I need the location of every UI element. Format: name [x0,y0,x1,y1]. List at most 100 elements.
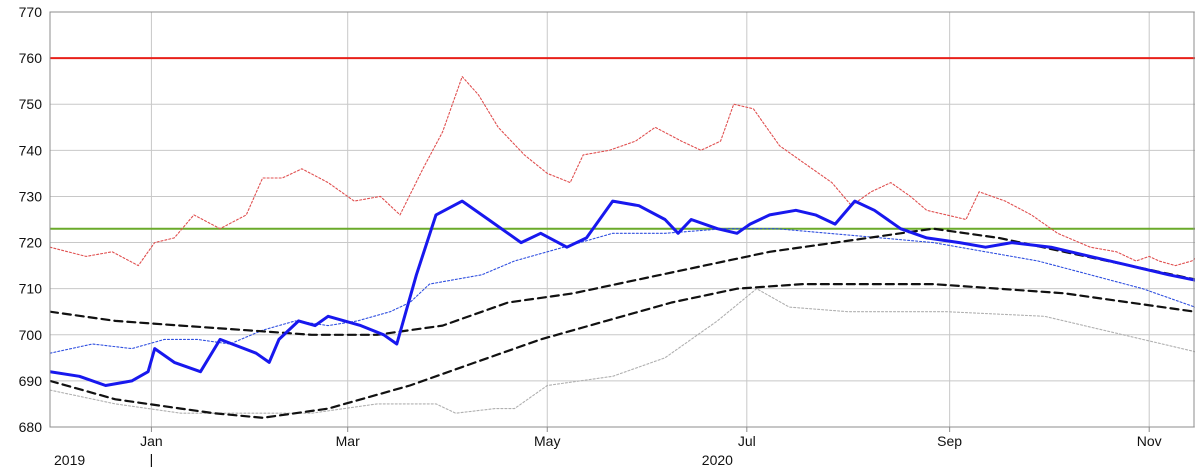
data-point [262,177,263,178]
data-point [664,233,665,234]
data-point [664,357,665,358]
data-point [269,362,270,363]
data-point [220,228,221,229]
year-label: 2020 [702,452,733,467]
data-point [256,353,257,354]
y-tick-label: 730 [19,188,43,204]
data-point [357,320,358,321]
data-point [965,233,966,234]
data-point [736,233,737,234]
data-point [1175,265,1176,266]
data-point [514,408,515,409]
data-point [148,371,149,372]
data-point [566,247,567,248]
data-point [1129,302,1130,303]
data-point [612,233,613,234]
data-point [1064,293,1065,294]
data-point [380,196,381,197]
data-point [360,325,361,326]
x-tick-label: Sep [937,433,962,449]
data-point [586,237,587,238]
data-point [416,274,417,275]
data-point [802,284,803,285]
data-point [1129,265,1130,266]
data-point [769,251,770,252]
data-point [131,348,132,349]
data-point [985,251,986,252]
data-point [174,362,175,363]
data-point [848,311,849,312]
data-point [328,182,329,183]
data-point [959,242,960,243]
data-point [164,339,165,340]
data-point [213,413,214,414]
series-line [50,283,1195,419]
data-point [200,371,201,372]
data-point [435,403,436,404]
data-point [1044,316,1045,317]
data-point [429,284,430,285]
data-point [769,214,770,215]
data-point [691,219,692,220]
data-point [638,205,639,206]
data-point [717,320,718,321]
data-point [311,413,312,414]
data-point [1191,260,1192,261]
data-point [835,224,836,225]
reference-lines [50,57,1195,230]
data-point [733,104,734,105]
series-4 [50,283,1195,419]
data-point [835,242,836,243]
data-point [478,94,479,95]
data-point [197,339,198,340]
series-line [50,76,1195,267]
data-point [524,154,525,155]
data-point [540,339,541,340]
data-point [1037,260,1038,261]
data-point [1090,247,1091,248]
data-point [874,210,875,211]
data-point [890,182,891,183]
data-point [1142,339,1143,340]
data-point [295,320,296,321]
data-point [154,242,155,243]
data-point [494,408,495,409]
y-tick-label: 680 [19,419,43,435]
data-point [383,334,384,335]
data-point [979,191,980,192]
data-point [946,214,947,215]
data-point [399,214,400,215]
data-point [193,214,194,215]
x-tick-label: May [534,433,560,449]
data-point [900,228,901,229]
data-point [965,219,966,220]
data-point [246,214,247,215]
data-point [85,256,86,257]
data-point [612,201,613,202]
data-point [390,311,391,312]
data-point [131,380,132,381]
data-point [311,334,312,335]
series-5 [50,199,1195,387]
data-point [704,265,705,266]
y-tick-label: 750 [19,96,43,112]
data-point [115,399,116,400]
data-point [789,307,790,308]
data-point [507,302,508,303]
x-tick-label: Jul [738,433,756,449]
data-point [377,403,378,404]
data-point [1168,274,1169,275]
data-point [246,413,247,414]
plot-frame [49,11,1195,428]
data-point [262,417,263,418]
data-point [655,127,656,128]
data-point [570,182,571,183]
data-point [298,320,299,321]
data-point [671,302,672,303]
data-point [396,343,397,344]
data-point [609,150,610,151]
data-point [422,168,423,169]
data-point [635,141,636,142]
data-point [180,408,181,409]
data-point [933,284,934,285]
